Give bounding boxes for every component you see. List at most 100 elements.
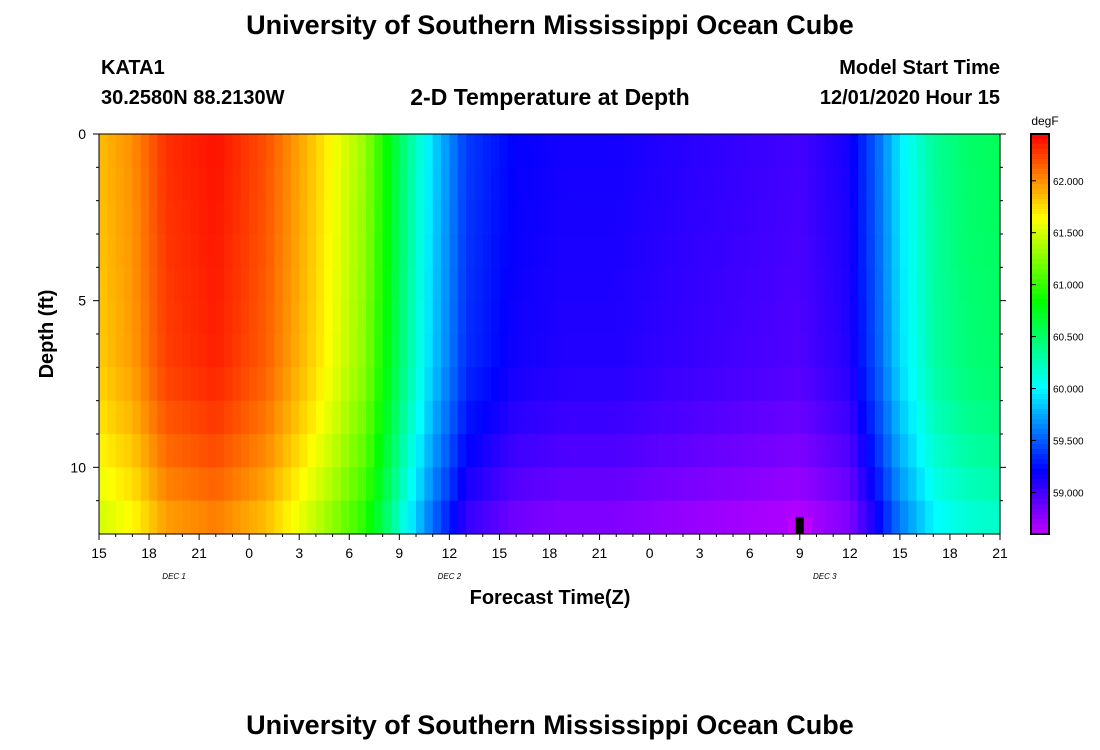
heatmap-cell: [958, 267, 968, 302]
heatmap-cell: [883, 234, 893, 268]
heatmap-cell: [724, 234, 734, 268]
heatmap-cell: [265, 367, 275, 402]
heatmap-cell: [432, 467, 442, 502]
heatmap-cell: [240, 367, 250, 402]
heatmap-cell: [916, 500, 926, 535]
heatmap-cell: [599, 200, 609, 235]
heatmap-cell: [265, 267, 275, 302]
heatmap-cell: [783, 167, 793, 202]
heatmap-cell: [916, 134, 926, 168]
heatmap-cell: [816, 434, 826, 468]
heatmap-cell: [482, 367, 492, 402]
heatmap-cell: [349, 434, 359, 468]
heatmap-cell: [824, 500, 834, 535]
heatmap-cell: [240, 334, 250, 368]
heatmap-cell: [666, 134, 676, 168]
heatmap-cell: [716, 334, 726, 368]
colorbar-swatch: [1031, 164, 1049, 170]
heatmap-cell: [224, 234, 234, 268]
heatmap-cell: [574, 434, 584, 468]
heatmap-cell: [324, 434, 334, 468]
heatmap-cell: [290, 467, 300, 502]
heatmap-cell: [482, 200, 492, 235]
heatmap-cell: [474, 367, 484, 402]
heatmap-cell: [474, 167, 484, 202]
heatmap-cell: [733, 500, 742, 535]
model-start-value: 12/01/2020 Hour 15: [819, 87, 1000, 109]
heatmap-cell: [107, 500, 117, 535]
heatmap-cell: [157, 467, 167, 502]
heatmap-cell: [215, 134, 225, 168]
heatmap-cell: [507, 500, 517, 535]
heatmap-cell: [924, 200, 934, 235]
y-axis-label: Depth (ft): [36, 290, 58, 379]
heatmap-cell: [365, 200, 375, 235]
heatmap-cell: [107, 367, 117, 402]
heatmap-cell: [833, 367, 843, 402]
heatmap-cell: [632, 134, 642, 168]
heatmap-cell: [824, 367, 834, 402]
heatmap-cell: [324, 400, 334, 435]
heatmap-cell: [657, 434, 667, 468]
heatmap-cell: [816, 200, 826, 235]
heatmap-cell: [616, 200, 626, 235]
heatmap-cell: [499, 500, 509, 535]
heatmap-cell: [924, 334, 934, 368]
heatmap-cell: [499, 300, 509, 335]
heatmap-cell: [382, 167, 392, 202]
heatmap-cell: [899, 500, 909, 535]
heatmap-cell: [274, 267, 284, 302]
heatmap-cell: [549, 367, 559, 402]
heatmap-cell: [482, 300, 492, 335]
heatmap-cell: [983, 300, 993, 335]
heatmap-cell: [666, 467, 676, 502]
heatmap-cell: [874, 200, 884, 235]
heatmap-cell: [257, 367, 267, 402]
heatmap-cell: [157, 334, 167, 368]
heatmap-cell: [432, 334, 442, 368]
heatmap-cell: [365, 267, 375, 302]
heatmap-cell: [582, 400, 592, 435]
heatmap-cell: [349, 467, 359, 502]
heatmap-cell: [691, 200, 701, 235]
heatmap-cell: [174, 267, 184, 302]
heatmap-cell: [783, 200, 793, 235]
heatmap-cell: [599, 334, 609, 368]
heatmap-cell: [482, 434, 492, 468]
heatmap-cell: [407, 167, 417, 202]
heatmap-cell: [374, 367, 384, 402]
heatmap-cell: [357, 367, 367, 402]
heatmap-cell: [966, 234, 976, 268]
heatmap-cell: [891, 300, 901, 335]
colorbar-swatch: [1031, 239, 1049, 245]
heatmap-cell: [299, 200, 309, 235]
heatmap-cell: [616, 234, 626, 268]
heatmap-cell: [357, 400, 367, 435]
heatmap-cell: [799, 234, 809, 268]
heatmap-cell: [107, 400, 117, 435]
heatmap-cell: [582, 200, 592, 235]
heatmap-cell: [174, 134, 184, 168]
heatmap-cell: [424, 267, 434, 302]
heatmap-cell: [874, 434, 884, 468]
heatmap-cell: [824, 200, 834, 235]
heatmap-cell: [516, 167, 526, 202]
colorbar-swatch: [1031, 449, 1049, 455]
heatmap-cell: [240, 400, 250, 435]
heatmap-cell: [557, 200, 567, 235]
heatmap-cell: [858, 500, 868, 535]
heatmap-cell: [991, 367, 1001, 402]
heatmap-cell: [632, 200, 642, 235]
colorbar-swatch: [1031, 379, 1049, 385]
heatmap-cell: [215, 367, 225, 402]
heatmap-cell: [883, 367, 893, 402]
heatmap-cell: [682, 167, 692, 202]
heatmap-cell: [674, 300, 684, 335]
heatmap-cell: [491, 167, 501, 202]
colorbar-swatch: [1031, 179, 1049, 185]
heatmap-cell: [132, 367, 142, 402]
heatmap-cell: [733, 267, 742, 302]
heatmap-cell: [290, 267, 300, 302]
heatmap-cell: [407, 334, 417, 368]
heatmap-cell: [541, 334, 551, 368]
